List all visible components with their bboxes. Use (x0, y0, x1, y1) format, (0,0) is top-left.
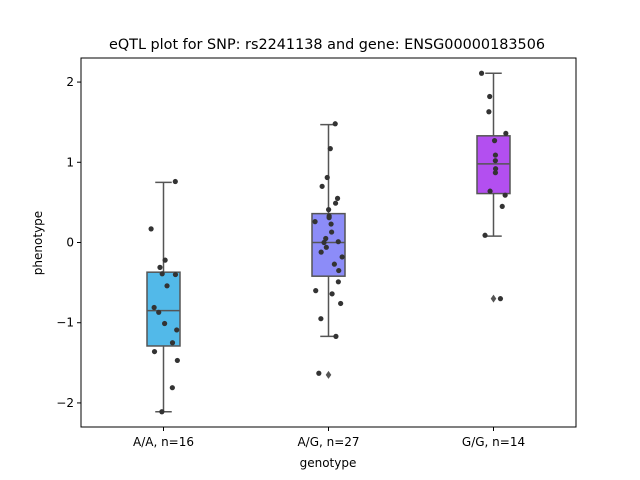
data-point (323, 235, 329, 242)
data-point (316, 370, 322, 376)
data-point (336, 267, 342, 274)
data-point (492, 158, 498, 164)
data-point (326, 215, 332, 221)
data-point (334, 195, 341, 201)
data-point (318, 316, 324, 322)
data-point (499, 203, 505, 210)
data-point (328, 221, 334, 227)
axis-ticks: −2 −1 0 1 2 A/A, n=16 A/G, n=27 G/G, n=14 (56, 75, 525, 449)
data-point (169, 385, 175, 391)
data-point (487, 93, 493, 100)
data-point (332, 200, 339, 206)
y-tick-label: 2 (66, 75, 74, 89)
data-point (313, 288, 319, 294)
data-point (323, 244, 329, 250)
data-point (335, 239, 341, 245)
data-point (148, 226, 154, 232)
data-point (497, 296, 504, 302)
data-point (162, 257, 168, 263)
data-point (486, 109, 492, 115)
data-point (324, 174, 330, 181)
iqr-box (146, 271, 181, 347)
y-tick-label: −2 (56, 396, 74, 410)
data-point (159, 409, 165, 415)
data-point (492, 152, 499, 158)
data-point (321, 239, 327, 246)
data-point (172, 178, 178, 185)
data-point (326, 207, 332, 213)
iqr-box (476, 135, 511, 195)
data-point (164, 283, 170, 289)
data-point (335, 279, 341, 285)
data-point (491, 138, 498, 144)
data-point (339, 254, 345, 260)
box-group-0 (146, 181, 181, 413)
data-point (318, 249, 324, 255)
outlier-marker (490, 294, 497, 303)
data-point (151, 348, 158, 355)
data-point (156, 309, 162, 315)
data-point (159, 271, 165, 277)
data-point (331, 261, 337, 267)
plot-marks (146, 70, 511, 415)
data-point (329, 291, 335, 297)
data-point (492, 166, 499, 172)
data-point (172, 271, 179, 278)
data-point (502, 192, 508, 198)
data-point (338, 300, 344, 307)
x-tick-label: A/A, n=16 (133, 435, 194, 449)
data-point (329, 229, 335, 235)
y-tick-label: 1 (66, 155, 74, 169)
data-point (174, 357, 180, 364)
y-axis-label: phenotype (31, 211, 45, 275)
y-tick-label: −1 (56, 316, 74, 330)
box-group-2 (476, 72, 511, 303)
data-point (162, 320, 168, 327)
data-point (482, 232, 488, 238)
data-point (503, 130, 509, 137)
x-tick-label: A/G, n=27 (297, 435, 359, 449)
y-tick-label: 0 (66, 236, 74, 250)
data-point (487, 188, 493, 194)
data-point (478, 70, 485, 76)
data-point (169, 340, 176, 346)
data-point (312, 219, 318, 225)
x-tick-label: G/G, n=14 (462, 435, 525, 449)
data-point (319, 183, 325, 189)
data-point (492, 170, 499, 176)
data-point (174, 327, 180, 333)
data-point (332, 121, 338, 127)
chart-title: eQTL plot for SNP: rs2241138 and gene: E… (109, 37, 545, 53)
data-point (157, 264, 163, 270)
data-point (327, 146, 333, 152)
data-point (151, 304, 157, 311)
data-point (333, 333, 339, 339)
outlier-marker (325, 370, 332, 379)
x-axis-label: genotype (300, 456, 357, 470)
